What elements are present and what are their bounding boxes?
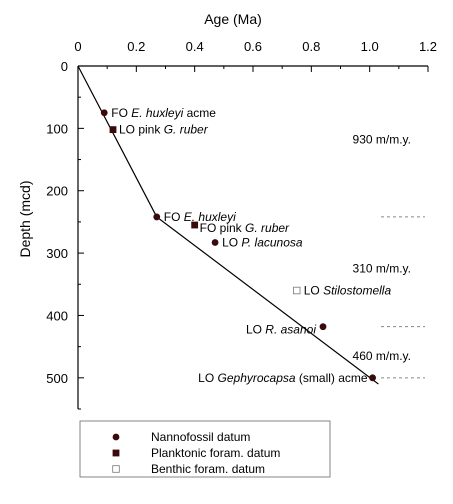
x-ticks: 0 0.2 0.4 0.6 0.8 1.0 1.2 xyxy=(74,39,437,72)
datum-label-prefix: FO pink xyxy=(200,221,245,235)
datum-label: FO pink G. ruber xyxy=(200,221,290,235)
x-tick-label: 1.2 xyxy=(419,39,437,54)
x-tick-label: 1.0 xyxy=(361,39,379,54)
datum-marker xyxy=(211,239,219,246)
sedimentation-rate-label: 310 m/m.y. xyxy=(353,262,411,276)
x-tick-label: 0 xyxy=(74,39,81,54)
datum-marker xyxy=(109,126,117,134)
legend-label: Planktonic foram. datum xyxy=(151,446,280,460)
rate-labels: 930 m/m.y. 310 m/m.y. 460 m/m.y. xyxy=(353,133,411,363)
datum-label-suffix: acme xyxy=(183,106,216,120)
datum-label-prefix: LO xyxy=(222,235,241,249)
datum-label-prefix: LO xyxy=(304,284,323,298)
datum-label-prefix: FO xyxy=(111,106,131,120)
y-tick-label: 0 xyxy=(61,59,68,74)
datum-marker xyxy=(369,374,376,382)
datum-marker xyxy=(293,286,301,295)
datum-marker xyxy=(191,221,199,229)
y-tick-label: 500 xyxy=(46,371,68,386)
legend: Nannofossil datum Planktonic foram. datum… xyxy=(79,420,331,478)
x-tick-label: 0.2 xyxy=(127,39,145,54)
datum-label-taxon: Stilostomella xyxy=(323,284,391,298)
datum-label: LO R. asanoi xyxy=(246,323,316,337)
datum-label-prefix: FO xyxy=(164,210,184,224)
y-tick-label: 200 xyxy=(46,184,68,199)
datum-label-prefix: LO xyxy=(198,371,217,385)
datum-points xyxy=(100,109,376,382)
datum-label-prefix: LO xyxy=(246,323,265,337)
y-tick-label: 300 xyxy=(46,246,68,261)
datum-label: LO Stilostomella xyxy=(304,284,392,298)
datum-label-prefix: LO pink xyxy=(119,123,164,137)
sedimentation-rate-label: 930 m/m.y. xyxy=(353,133,411,147)
datum-label-suffix: (small) acme xyxy=(296,371,368,385)
y-axis-title: Depth (mcd) xyxy=(17,180,33,257)
x-tick-label: 0.6 xyxy=(244,39,262,54)
datum-label-taxon: G. ruber xyxy=(164,123,209,137)
datum-label-taxon: E. huxleyi xyxy=(184,210,236,224)
y-ticks: 0 100 200 300 400 500 xyxy=(46,59,84,410)
datum-label-taxon: E. huxleyi xyxy=(131,106,183,120)
x-axis-title: Age (Ma) xyxy=(204,11,262,27)
legend-label: Nannofossil datum xyxy=(151,430,250,444)
y-tick-label: 100 xyxy=(46,121,68,136)
boundary-dashes xyxy=(381,216,425,379)
legend-marker xyxy=(112,465,120,473)
datum-label-taxon: R. asanoi xyxy=(265,323,316,337)
x-tick-label: 0.4 xyxy=(186,39,204,54)
legend-box xyxy=(79,420,331,478)
legend-marker xyxy=(112,449,120,457)
legend-label: Benthic foram. datum xyxy=(151,462,265,476)
datum-label: FO E. huxleyi xyxy=(164,210,236,224)
sedimentation-rate-label: 460 m/m.y. xyxy=(353,349,411,363)
datum-marker xyxy=(100,109,108,117)
legend-marker xyxy=(112,433,120,441)
x-tick-label: 0.8 xyxy=(302,39,320,54)
datum-label: LO Gephyrocapsa (small) acme xyxy=(198,371,368,385)
datum-label-taxon: Gephyrocapsa xyxy=(218,371,296,385)
y-tick-label: 400 xyxy=(46,308,68,323)
datum-label-taxon: P. lacunosa xyxy=(241,235,302,249)
datum-marker xyxy=(319,323,327,331)
datum-label: FO E. huxleyi acme xyxy=(111,106,216,120)
datum-label-taxon: G. ruber xyxy=(245,221,290,235)
datum-label: LO pink G. ruber xyxy=(119,123,209,137)
datum-label: LO P. lacunosa xyxy=(222,235,303,249)
datum-marker xyxy=(153,213,161,221)
